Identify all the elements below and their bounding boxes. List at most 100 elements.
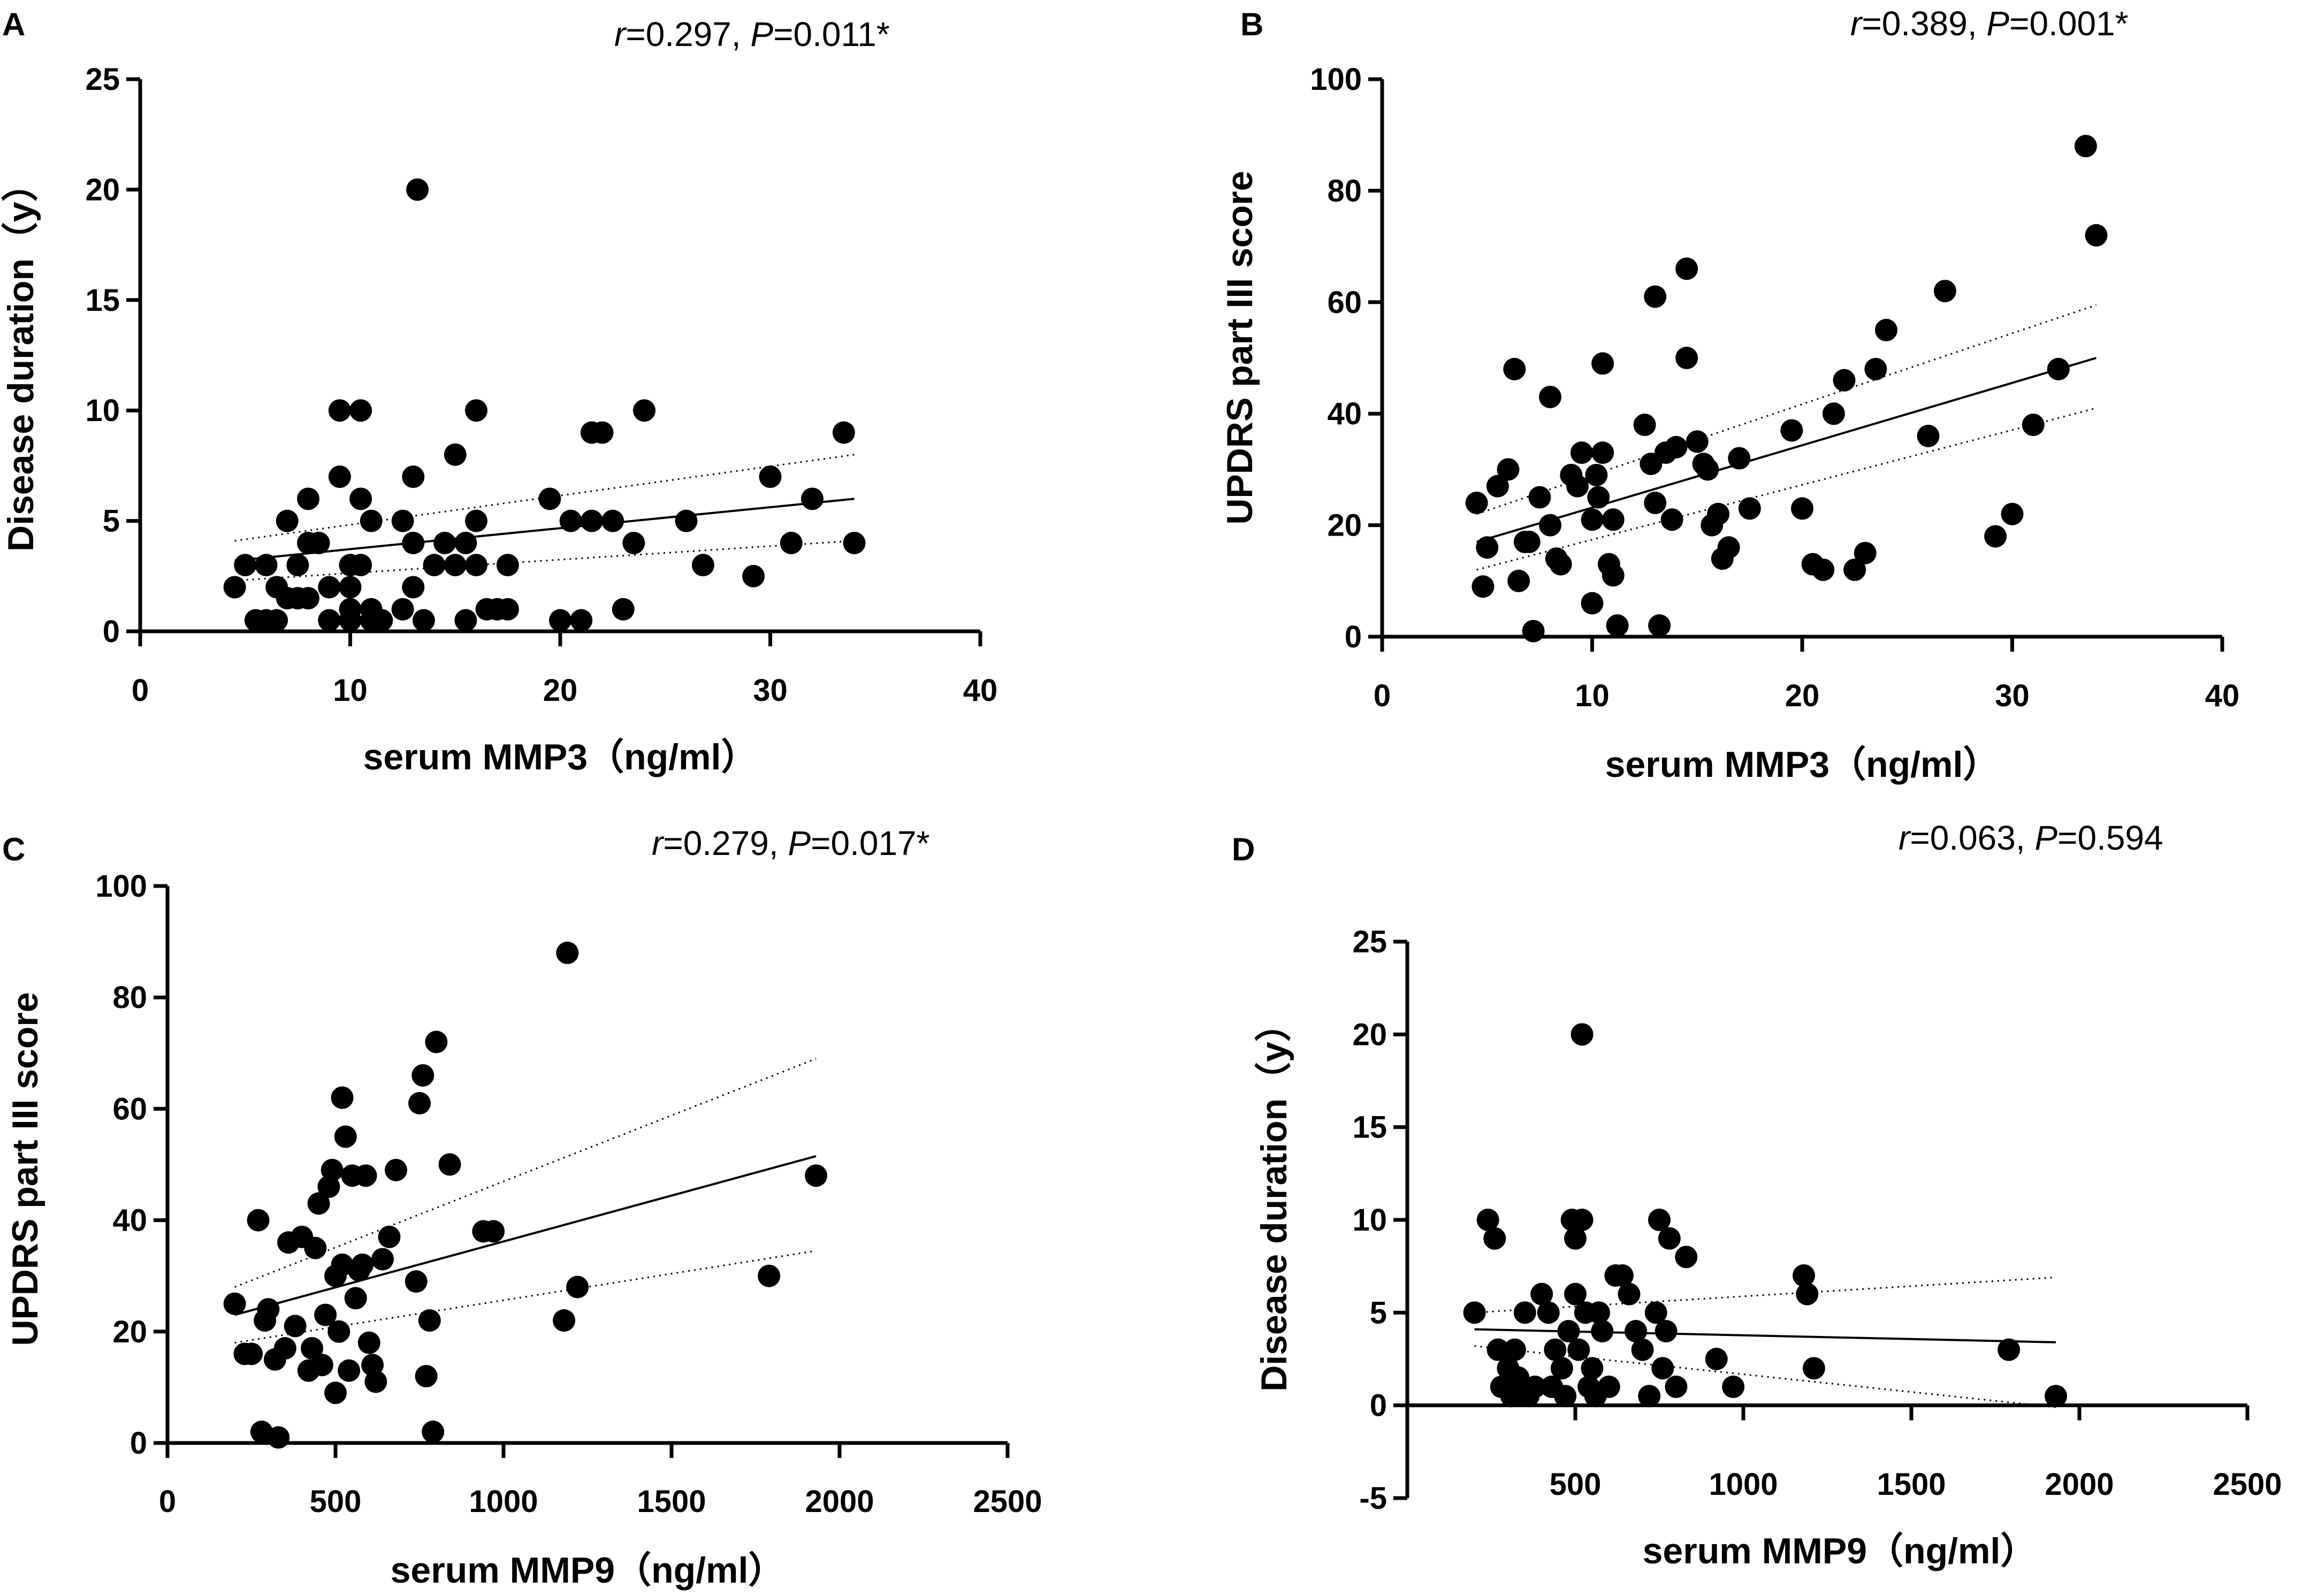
stat-p-label: P <box>2034 819 2057 857</box>
data-point <box>1507 1366 1530 1389</box>
y-tick-label: 60 <box>112 1091 147 1126</box>
data-point <box>331 1086 354 1109</box>
data-point <box>1631 1338 1654 1361</box>
x-tick-label: 1500 <box>1877 1467 1946 1502</box>
stat-p-label: P <box>1986 4 2009 43</box>
data-point <box>780 531 803 554</box>
data-point <box>1696 458 1719 481</box>
y-tick-label: -5 <box>1359 1481 1387 1516</box>
x-tick-label: 1000 <box>1709 1467 1778 1502</box>
x-tick-label: 500 <box>1550 1467 1602 1502</box>
data-point <box>1483 1227 1506 1250</box>
data-point <box>307 531 330 554</box>
data-point <box>559 509 582 532</box>
data-point <box>1518 530 1541 553</box>
x-tick-label: 2000 <box>2045 1467 2114 1502</box>
data-point <box>402 531 425 554</box>
data-point <box>257 1298 280 1321</box>
regression-line <box>234 498 855 562</box>
data-point <box>1665 1376 1688 1398</box>
x-axis-title: serum MMP3（ng/ml） <box>1605 744 2000 785</box>
stat-r-label: r <box>652 824 665 862</box>
data-point <box>297 487 319 510</box>
data-point <box>496 598 519 621</box>
data-point <box>1571 1023 1594 1046</box>
x-tick-label: 0 <box>1374 678 1391 713</box>
data-point <box>1644 1301 1667 1324</box>
stat-r-label: r <box>614 15 627 54</box>
data-point <box>402 576 425 599</box>
x-axis-title: serum MMP9（ng/ml） <box>391 1550 785 1591</box>
y-tick-label: 80 <box>1327 173 1362 208</box>
data-point <box>267 1426 290 1449</box>
data-point <box>334 1125 357 1148</box>
data-point <box>465 554 487 577</box>
data-point <box>1564 1227 1587 1250</box>
data-point <box>805 1164 828 1187</box>
data-point <box>1530 1282 1553 1305</box>
data-point <box>622 531 645 554</box>
data-point <box>2001 502 2024 525</box>
y-tick-label: 0 <box>1345 620 1362 654</box>
data-point <box>1638 1385 1661 1408</box>
data-point <box>1644 491 1667 514</box>
ci-upper-line <box>1474 1276 2056 1314</box>
y-tick-label: 60 <box>1327 285 1362 320</box>
data-point <box>357 1331 380 1354</box>
stat-p-value: =0.017* <box>811 824 929 862</box>
x-tick-label: 20 <box>543 673 578 708</box>
data-point <box>1581 1357 1604 1380</box>
data-point <box>444 554 467 577</box>
data-point <box>2022 414 2045 437</box>
data-point <box>425 1030 448 1053</box>
data-point <box>1486 475 1509 498</box>
data-point <box>549 609 571 632</box>
data-point <box>223 576 246 599</box>
data-point <box>1571 1209 1594 1231</box>
data-point <box>1539 385 1561 408</box>
y-tick-label: 0 <box>1370 1388 1387 1423</box>
data-point <box>691 554 714 577</box>
data-point <box>418 1309 441 1332</box>
data-point <box>310 1354 333 1377</box>
data-point <box>351 1253 374 1276</box>
regression-line <box>1476 357 2097 543</box>
data-point <box>1472 575 1495 598</box>
x-tick-label: 30 <box>753 673 788 708</box>
data-point <box>1655 1320 1678 1342</box>
y-tick-label: 100 <box>95 869 147 904</box>
x-tick-label: 2500 <box>973 1484 1042 1519</box>
data-point <box>1581 508 1604 531</box>
data-point <box>317 1175 340 1198</box>
y-tick-label: 10 <box>85 393 120 428</box>
stat-annotation: r=0.389, P=0.001* <box>1850 4 2129 43</box>
data-point <box>1864 357 1887 380</box>
data-point <box>402 465 425 488</box>
data-point <box>328 465 351 488</box>
y-axis-title: Disease duration（y） <box>1254 1005 1294 1392</box>
x-axis-title: serum MMP3（ng/ml） <box>363 737 758 777</box>
data-point <box>1500 1385 1523 1408</box>
y-tick-label: 40 <box>1327 396 1362 431</box>
x-tick-label: 0 <box>159 1484 176 1519</box>
data-point <box>465 399 487 422</box>
y-tick-label: 40 <box>112 1203 147 1238</box>
data-point <box>1463 1301 1486 1324</box>
ci-upper-line <box>234 1058 817 1288</box>
data-point <box>1602 508 1625 531</box>
y-axis-title: Disease duration（y） <box>1 165 41 552</box>
y-tick-label: 5 <box>103 504 120 539</box>
data-point <box>454 609 477 632</box>
data-point <box>1618 1282 1641 1305</box>
data-point <box>612 598 635 621</box>
data-point <box>832 421 855 444</box>
stat-r-label: r <box>1850 4 1863 43</box>
data-point <box>314 1303 337 1326</box>
data-point <box>354 1164 377 1187</box>
data-point <box>1843 558 1866 581</box>
data-point <box>405 1270 428 1293</box>
data-point <box>633 399 655 422</box>
data-point <box>591 421 614 444</box>
data-point <box>438 1153 461 1176</box>
